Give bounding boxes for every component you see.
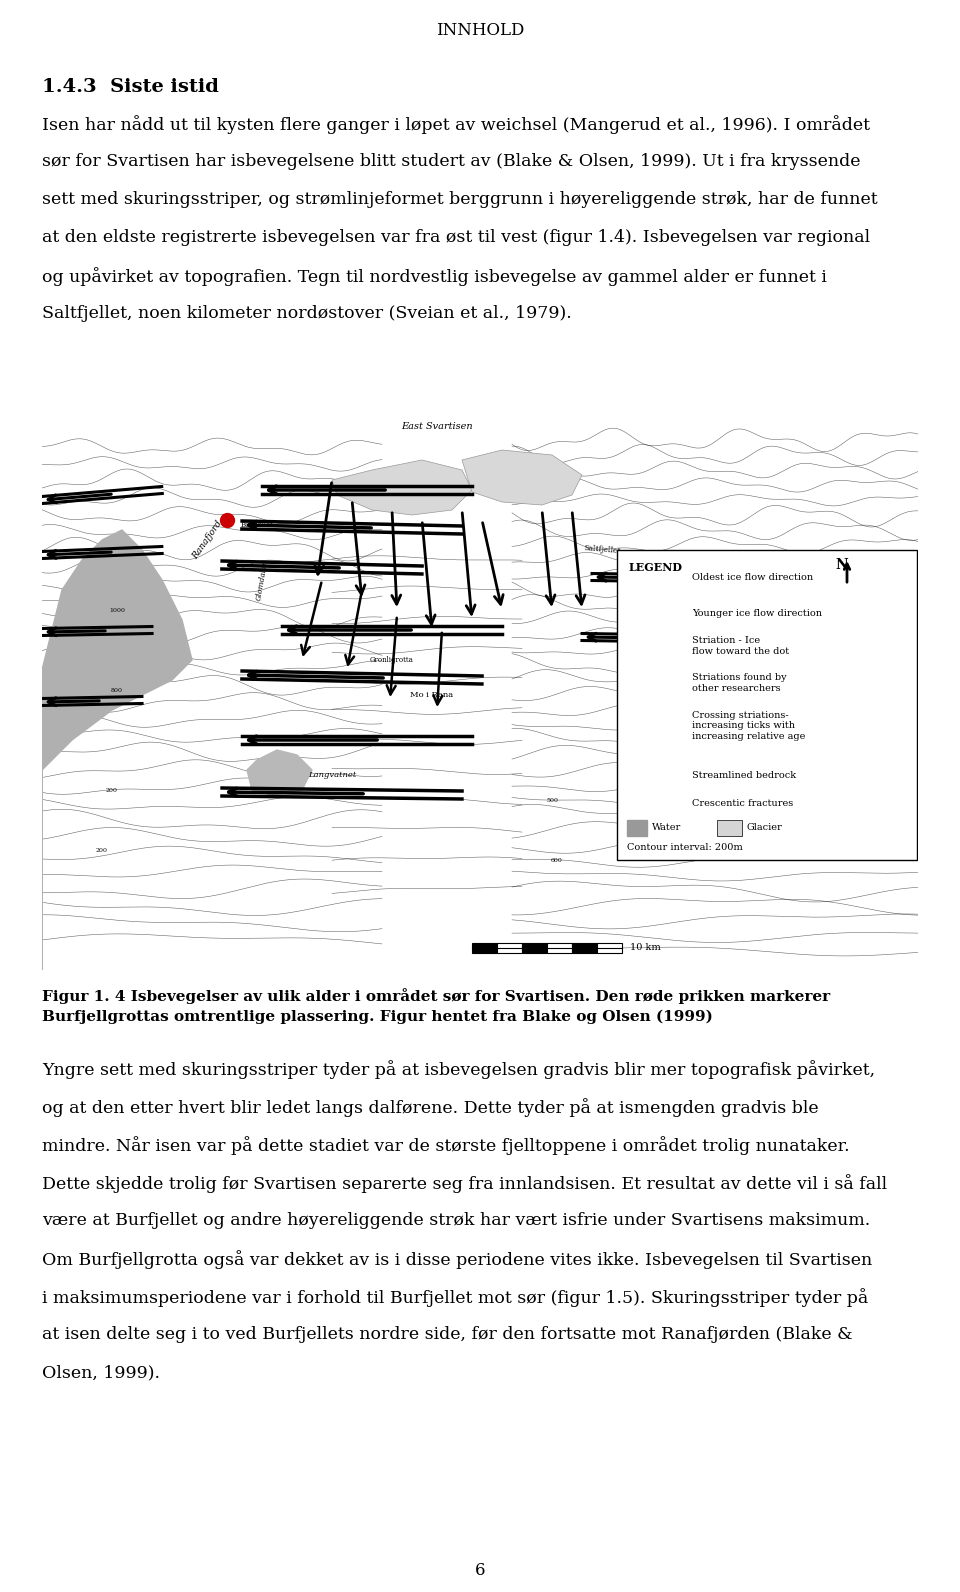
Text: 10 km: 10 km bbox=[630, 944, 660, 952]
Text: Mo i Rana: Mo i Rana bbox=[411, 691, 453, 699]
Text: 1.4.3  Siste istid: 1.4.3 Siste istid bbox=[42, 78, 219, 96]
Text: 500: 500 bbox=[546, 798, 558, 802]
Polygon shape bbox=[522, 942, 547, 954]
Text: INNHOLD: INNHOLD bbox=[436, 22, 524, 38]
Text: Glomdalen: Glomdalen bbox=[254, 559, 270, 602]
Text: Om Burfjellgrotta også var dekket av is i disse periodene vites ikke. Isbevegels: Om Burfjellgrotta også var dekket av is … bbox=[42, 1250, 873, 1269]
Polygon shape bbox=[462, 451, 582, 505]
Text: 1000: 1000 bbox=[109, 608, 125, 613]
Text: Younger ice flow direction: Younger ice flow direction bbox=[692, 608, 822, 618]
Text: at isen delte seg i to ved Burfjellets nordre side, før den fortsatte mot Ranafj: at isen delte seg i to ved Burfjellets n… bbox=[42, 1326, 852, 1344]
Text: 6: 6 bbox=[475, 1562, 485, 1579]
Polygon shape bbox=[572, 942, 597, 954]
Text: være at Burfjellet og andre høyereliggende strøk har vært isfrie under Svartisen: være at Burfjellet og andre høyereliggen… bbox=[42, 1212, 871, 1229]
Polygon shape bbox=[597, 942, 622, 954]
Text: Olsen, 1999).: Olsen, 1999). bbox=[42, 1364, 160, 1380]
Text: 800: 800 bbox=[111, 688, 123, 693]
Text: Saltfjellet, noen kilometer nordøstover (Sveian et al., 1979).: Saltfjellet, noen kilometer nordøstover … bbox=[42, 306, 572, 322]
Text: Water: Water bbox=[652, 823, 682, 833]
Text: Striations found by
other researchers: Striations found by other researchers bbox=[692, 673, 786, 693]
Text: Figur 1. 4 Isbevegelser av ulik alder i området sør for Svartisen. Den røde prik: Figur 1. 4 Isbevegelser av ulik alder i … bbox=[42, 989, 830, 1005]
Text: 600: 600 bbox=[551, 858, 563, 863]
Text: Streamlined bedrock: Streamlined bedrock bbox=[692, 772, 796, 780]
Text: Oldest ice flow direction: Oldest ice flow direction bbox=[692, 573, 813, 583]
Polygon shape bbox=[497, 942, 522, 954]
Text: 200: 200 bbox=[96, 847, 108, 852]
Polygon shape bbox=[717, 820, 742, 836]
Text: East Svartisen: East Svartisen bbox=[401, 422, 473, 431]
Text: Contour interval: 200m: Contour interval: 200m bbox=[627, 844, 743, 852]
Polygon shape bbox=[332, 460, 472, 514]
Polygon shape bbox=[472, 942, 497, 954]
Polygon shape bbox=[627, 820, 647, 836]
Text: Burfjellet: Burfjellet bbox=[241, 521, 274, 529]
Text: N: N bbox=[835, 559, 849, 572]
Polygon shape bbox=[662, 584, 712, 635]
Text: Isen har nådd ut til kysten flere ganger i løpet av weichsel (Mangerud et al., 1: Isen har nådd ut til kysten flere ganger… bbox=[42, 115, 870, 134]
Text: mindre. Når isen var på dette stadiet var de største fjelltoppene i området trol: mindre. Når isen var på dette stadiet va… bbox=[42, 1137, 850, 1154]
Polygon shape bbox=[42, 530, 192, 970]
Text: sør for Svartisen har isbevegelsene blitt studert av (Blake & Olsen, 1999). Ut i: sør for Svartisen har isbevegelsene blit… bbox=[42, 153, 860, 170]
Text: Striation - Ice
flow toward the dot: Striation - Ice flow toward the dot bbox=[692, 637, 789, 656]
Text: at den eldste registrerte isbevegelsen var fra øst til vest (figur 1.4). Isbeveg: at den eldste registrerte isbevegelsen v… bbox=[42, 229, 870, 247]
Text: Ranafjord: Ranafjord bbox=[190, 519, 224, 560]
FancyBboxPatch shape bbox=[617, 549, 917, 860]
Text: Dette skjedde trolig før Svartisen separerte seg fra innlandsisen. Et resultat a: Dette skjedde trolig før Svartisen separ… bbox=[42, 1173, 887, 1192]
Text: 200: 200 bbox=[106, 788, 118, 793]
Polygon shape bbox=[247, 750, 312, 794]
Text: Glacier: Glacier bbox=[747, 823, 782, 833]
Polygon shape bbox=[547, 942, 572, 954]
Text: Burfjellgrottas omtrentlige plassering. Figur hentet fra Blake og Olsen (1999): Burfjellgrottas omtrentlige plassering. … bbox=[42, 1009, 713, 1024]
Text: Gronligrotta: Gronligrotta bbox=[370, 656, 414, 664]
Text: Saltfjellet: Saltfjellet bbox=[583, 544, 621, 556]
Text: og upåvirket av topografien. Tegn til nordvestlig isbevegelse av gammel alder er: og upåvirket av topografien. Tegn til no… bbox=[42, 267, 827, 287]
Text: Crescentic fractures: Crescentic fractures bbox=[692, 799, 793, 807]
Text: Crossing striations-
increasing ticks with
increasing relative age: Crossing striations- increasing ticks wi… bbox=[692, 712, 805, 740]
Text: Langvatnet: Langvatnet bbox=[308, 771, 356, 778]
Text: sett med skuringsstriper, og strømlinjeformet berggrunn i høyereliggende strøk, : sett med skuringsstriper, og strømlinjef… bbox=[42, 191, 877, 209]
Text: i maksimumsperiodene var i forhold til Burfjellet mot sør (figur 1.5). Skuringss: i maksimumsperiodene var i forhold til B… bbox=[42, 1288, 868, 1307]
Text: og at den etter hvert blir ledet langs dalførene. Dette tyder på at ismengden gr: og at den etter hvert blir ledet langs d… bbox=[42, 1098, 819, 1118]
Text: Yngre sett med skuringsstriper tyder på at isbevegelsen gradvis blir mer topogra: Yngre sett med skuringsstriper tyder på … bbox=[42, 1060, 876, 1079]
Text: LEGEND: LEGEND bbox=[629, 562, 683, 573]
